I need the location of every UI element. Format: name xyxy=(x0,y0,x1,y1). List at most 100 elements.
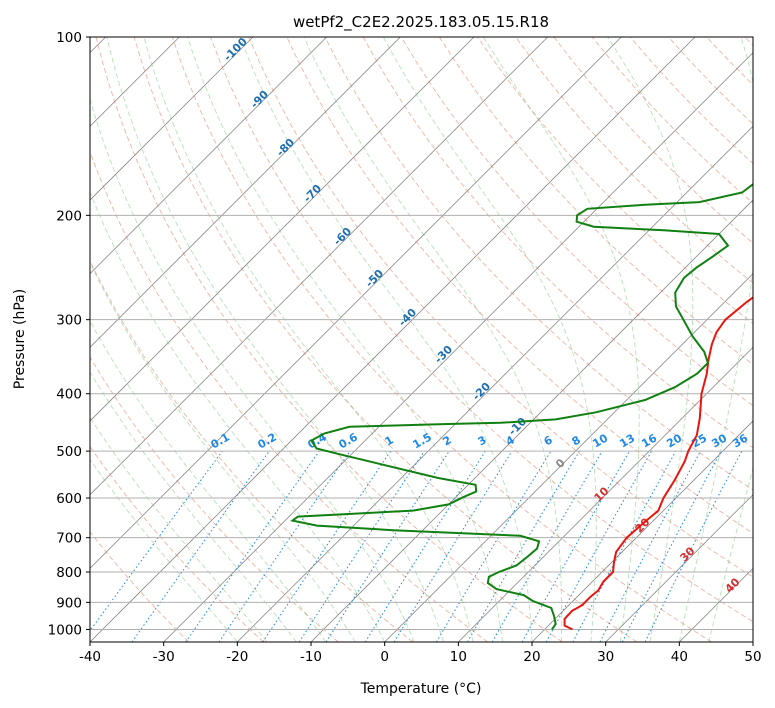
mixing-ratio-label: 3 xyxy=(476,433,489,448)
x-tick-label: -30 xyxy=(153,649,175,665)
isotherm-line xyxy=(90,37,696,642)
x-tick-label: 10 xyxy=(450,649,467,665)
mixing-ratio-line xyxy=(131,450,270,642)
isotherm-line xyxy=(458,346,753,642)
contour-labels: 0.1 0.2 0.4 0.6 1 1.5 2 3 4 6 8 10 13 16 20 25 30 36-100-… xyxy=(209,35,751,596)
mixing-ratio-line xyxy=(521,450,630,642)
y-axis-ticks: 100 200 300 400 500 600 700 800 900 1000 xyxy=(48,30,90,638)
moist-adiabat-line xyxy=(90,320,327,642)
mixing-ratio-line xyxy=(262,450,392,642)
mixing-ratio-line xyxy=(185,450,320,642)
isotherm-label: -80 xyxy=(274,136,297,159)
y-tick-label: 700 xyxy=(56,531,82,547)
x-tick-label: 30 xyxy=(597,649,614,665)
mixing-ratio-label: 0.1 xyxy=(209,430,232,451)
mixing-ratio-label: 20 xyxy=(664,431,684,450)
dry-adiabat-line xyxy=(706,37,753,86)
moist-adiabat-line xyxy=(482,37,640,642)
mixing-ratio-label: 10 xyxy=(590,431,610,450)
isotherm-label: -50 xyxy=(363,267,386,290)
temperature-line xyxy=(563,296,753,631)
moist-adiabat-line xyxy=(90,458,238,642)
dry-adiabat-line xyxy=(90,150,488,642)
moist-adiabat-line xyxy=(106,37,445,642)
mixing-ratio-line xyxy=(90,450,223,632)
isotherm-line xyxy=(531,420,753,642)
mixing-ratio-line xyxy=(298,450,425,642)
mixing-ratio-label: 25 xyxy=(689,432,709,451)
chart-title: wetPf2_C2E2.2025.183.05.15.R18 xyxy=(293,13,549,32)
mixing-ratio-line xyxy=(393,450,513,642)
moist-adiabat-line xyxy=(708,466,753,642)
moist-adiabat-line xyxy=(90,190,386,642)
moist-adiabat-line xyxy=(90,97,415,642)
plot-frame xyxy=(89,36,754,643)
dry-adiabat-line xyxy=(515,37,753,284)
isotherm-line xyxy=(90,37,327,275)
mixing-ratio-line xyxy=(467,450,580,642)
mixing-ratio-label: 1.5 xyxy=(411,430,434,451)
mixing-ratio-label: 2 xyxy=(441,433,454,448)
y-tick-label: 900 xyxy=(56,595,82,611)
isotherm-line xyxy=(90,37,401,348)
isotherm-line xyxy=(90,37,254,201)
dry-adiabat-line xyxy=(90,445,264,642)
mixing-ratio-label: 13 xyxy=(617,432,637,451)
isotherm-label: -20 xyxy=(470,380,493,403)
x-axis-ticks: -40 -30 -20 -10 0 10 20 30 40 50 xyxy=(79,642,762,665)
dry-adiabat-line xyxy=(90,531,190,642)
mixing-ratio-label: 0.6 xyxy=(337,430,361,451)
dry-adiabat-label: 30 xyxy=(678,544,698,564)
isotherm-line xyxy=(163,52,753,642)
dry-adiabat-line xyxy=(439,37,753,365)
isotherm-line xyxy=(90,37,548,496)
dry-adiabat-line xyxy=(210,37,753,623)
moist-adiabat-line xyxy=(239,37,533,642)
y-tick-label: 200 xyxy=(56,208,82,224)
y-tick-label: 100 xyxy=(56,30,82,46)
isotherm-label: -60 xyxy=(331,225,354,248)
x-tick-label: -20 xyxy=(226,649,248,665)
isotherm-label: -100 xyxy=(221,35,250,64)
moist-adiabat-line xyxy=(303,37,563,642)
moist-adiabat-line xyxy=(678,37,753,642)
isotherm-line xyxy=(237,125,753,642)
moist-adiabat-line xyxy=(382,37,597,642)
dry-adiabat-line xyxy=(133,37,638,642)
x-tick-label: -40 xyxy=(79,649,101,665)
isotherm-line xyxy=(90,37,622,569)
moist-adiabat-line xyxy=(90,416,268,642)
sounding-profiles xyxy=(290,182,753,631)
isotherm-line xyxy=(90,37,475,422)
dry-adiabat-line xyxy=(171,37,712,642)
dry-adiabat-line xyxy=(90,356,339,642)
pressure-gridlines xyxy=(90,37,753,630)
mixing-ratio-line xyxy=(325,450,450,642)
x-tick-label: 50 xyxy=(744,649,761,665)
mixing-ratio-line xyxy=(545,450,653,642)
dry-adiabat-line xyxy=(248,37,753,578)
y-tick-label: 300 xyxy=(56,313,82,329)
dry-adiabat-line xyxy=(324,37,753,491)
isotherm-label: -70 xyxy=(301,182,324,205)
mixing-ratio-label: 16 xyxy=(639,431,659,450)
y-tick-label: 400 xyxy=(56,387,82,403)
y-axis-label: Pressure (hPa) xyxy=(12,289,28,389)
mixing-ratio-label: 6 xyxy=(542,433,555,448)
x-tick-label: -10 xyxy=(300,649,322,665)
isotherm-line xyxy=(384,273,753,642)
isotherm-label: -30 xyxy=(432,343,455,366)
dry-adiabat-label: 40 xyxy=(723,575,743,595)
mixing-ratio-line xyxy=(644,450,743,642)
moist-adiabat-line xyxy=(607,37,694,642)
isotherm-label: -90 xyxy=(248,88,271,111)
dry-adiabat-label: 0 xyxy=(553,456,568,471)
dry-adiabat-line xyxy=(400,37,753,407)
x-tick-label: 40 xyxy=(671,649,688,665)
mixing-ratio-line xyxy=(218,450,351,642)
dry-adiabat-line xyxy=(95,37,563,642)
y-tick-label: 500 xyxy=(56,444,82,460)
background-lines xyxy=(90,37,753,642)
y-tick-label: 800 xyxy=(56,565,82,581)
